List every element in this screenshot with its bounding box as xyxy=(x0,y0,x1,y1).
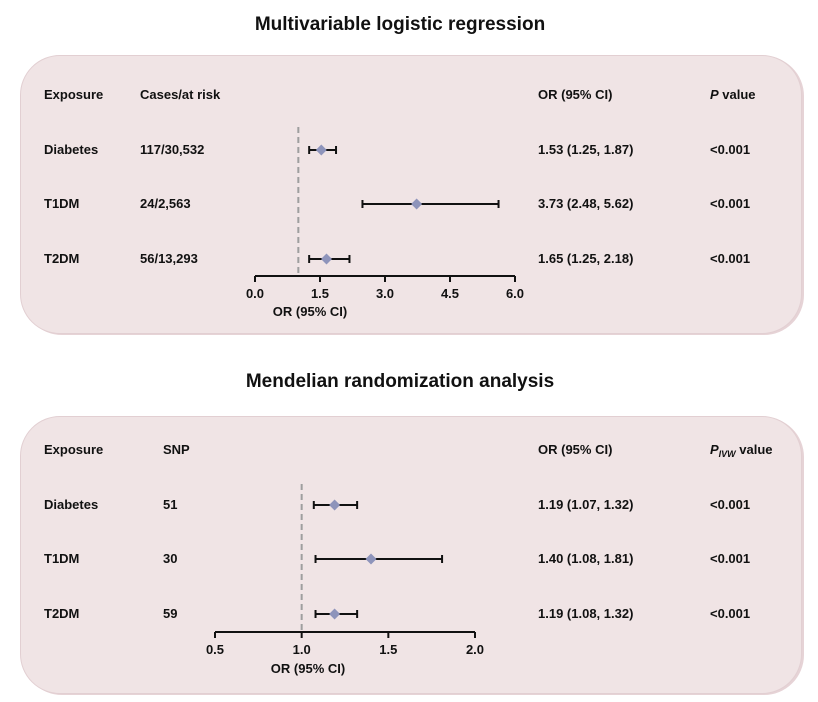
row-count: 30 xyxy=(163,551,178,566)
row-exposure: T2DM xyxy=(44,251,80,266)
x-axis-label: OR (95% CI) xyxy=(273,304,347,319)
row-count: 51 xyxy=(163,497,178,512)
row-or-text: 1.40 (1.08, 1.81) xyxy=(538,551,634,566)
ivw-subscript: IVW xyxy=(718,449,736,459)
row-or-text: 1.19 (1.08, 1.32) xyxy=(538,606,634,621)
x-tick-label: 1.0 xyxy=(293,642,311,657)
header-pivw-value: PIVW value xyxy=(710,442,773,462)
row-exposure: Diabetes xyxy=(44,142,99,157)
row-exposure: T2DM xyxy=(44,606,80,621)
chart-title-mr: Mendelian randomization analysis xyxy=(245,371,555,392)
x-tick-label: 2.0 xyxy=(466,642,484,657)
p-symbol: P xyxy=(710,442,719,457)
row-count: 24/2,563 xyxy=(140,196,191,211)
header-p-value: P value xyxy=(710,87,756,103)
row-p-value: <0.001 xyxy=(710,497,751,512)
x-tick-label: 1.5 xyxy=(379,642,397,657)
header-snp: SNP xyxy=(163,442,190,457)
x-tick-label: 3.0 xyxy=(376,286,394,301)
x-tick-label: 0.5 xyxy=(206,642,224,657)
row-p-value: <0.001 xyxy=(710,551,751,566)
row-or-text: 1.65 (1.25, 2.18) xyxy=(538,251,634,266)
row-p-value: <0.001 xyxy=(710,251,751,266)
row-p-value: <0.001 xyxy=(710,142,751,157)
row-exposure: T1DM xyxy=(44,551,80,566)
or-diamond-marker xyxy=(329,608,341,620)
row-count: 56/13,293 xyxy=(140,251,198,266)
header-or: OR (95% CI) xyxy=(538,87,613,102)
x-tick-label: 6.0 xyxy=(506,286,524,301)
row-count: 117/30,532 xyxy=(140,142,205,157)
row-exposure: Diabetes xyxy=(44,497,99,512)
panel-logistic xyxy=(20,55,802,334)
row-p-value: <0.001 xyxy=(710,196,751,211)
row-or-text: 1.53 (1.25, 1.87) xyxy=(538,142,634,157)
chart-title-logistic: Multivariable logistic regression xyxy=(254,14,546,35)
p-symbol: P xyxy=(710,87,719,102)
p-suffix: value xyxy=(735,442,773,457)
x-tick-label: 1.5 xyxy=(311,286,329,301)
row-p-value: <0.001 xyxy=(710,606,751,621)
or-diamond-marker xyxy=(321,253,332,265)
p-suffix: value xyxy=(718,87,756,102)
or-diamond-marker xyxy=(365,553,377,565)
x-tick-label: 4.5 xyxy=(441,286,459,301)
panel-mr xyxy=(20,416,802,694)
x-axis-label: OR (95% CI) xyxy=(271,661,345,676)
or-diamond-marker xyxy=(329,499,341,511)
row-or-text: 1.19 (1.07, 1.32) xyxy=(538,497,634,512)
or-diamond-marker xyxy=(411,198,423,210)
header-cases: Cases/at risk xyxy=(140,87,221,102)
x-tick-label: 0.0 xyxy=(246,286,264,301)
or-diamond-marker xyxy=(315,144,327,156)
row-count: 59 xyxy=(163,606,178,621)
header-exposure: Exposure xyxy=(44,442,104,457)
header-or: OR (95% CI) xyxy=(538,442,613,457)
header-exposure: Exposure xyxy=(44,87,104,102)
row-or-text: 3.73 (2.48, 5.62) xyxy=(538,196,634,211)
row-exposure: T1DM xyxy=(44,196,80,211)
